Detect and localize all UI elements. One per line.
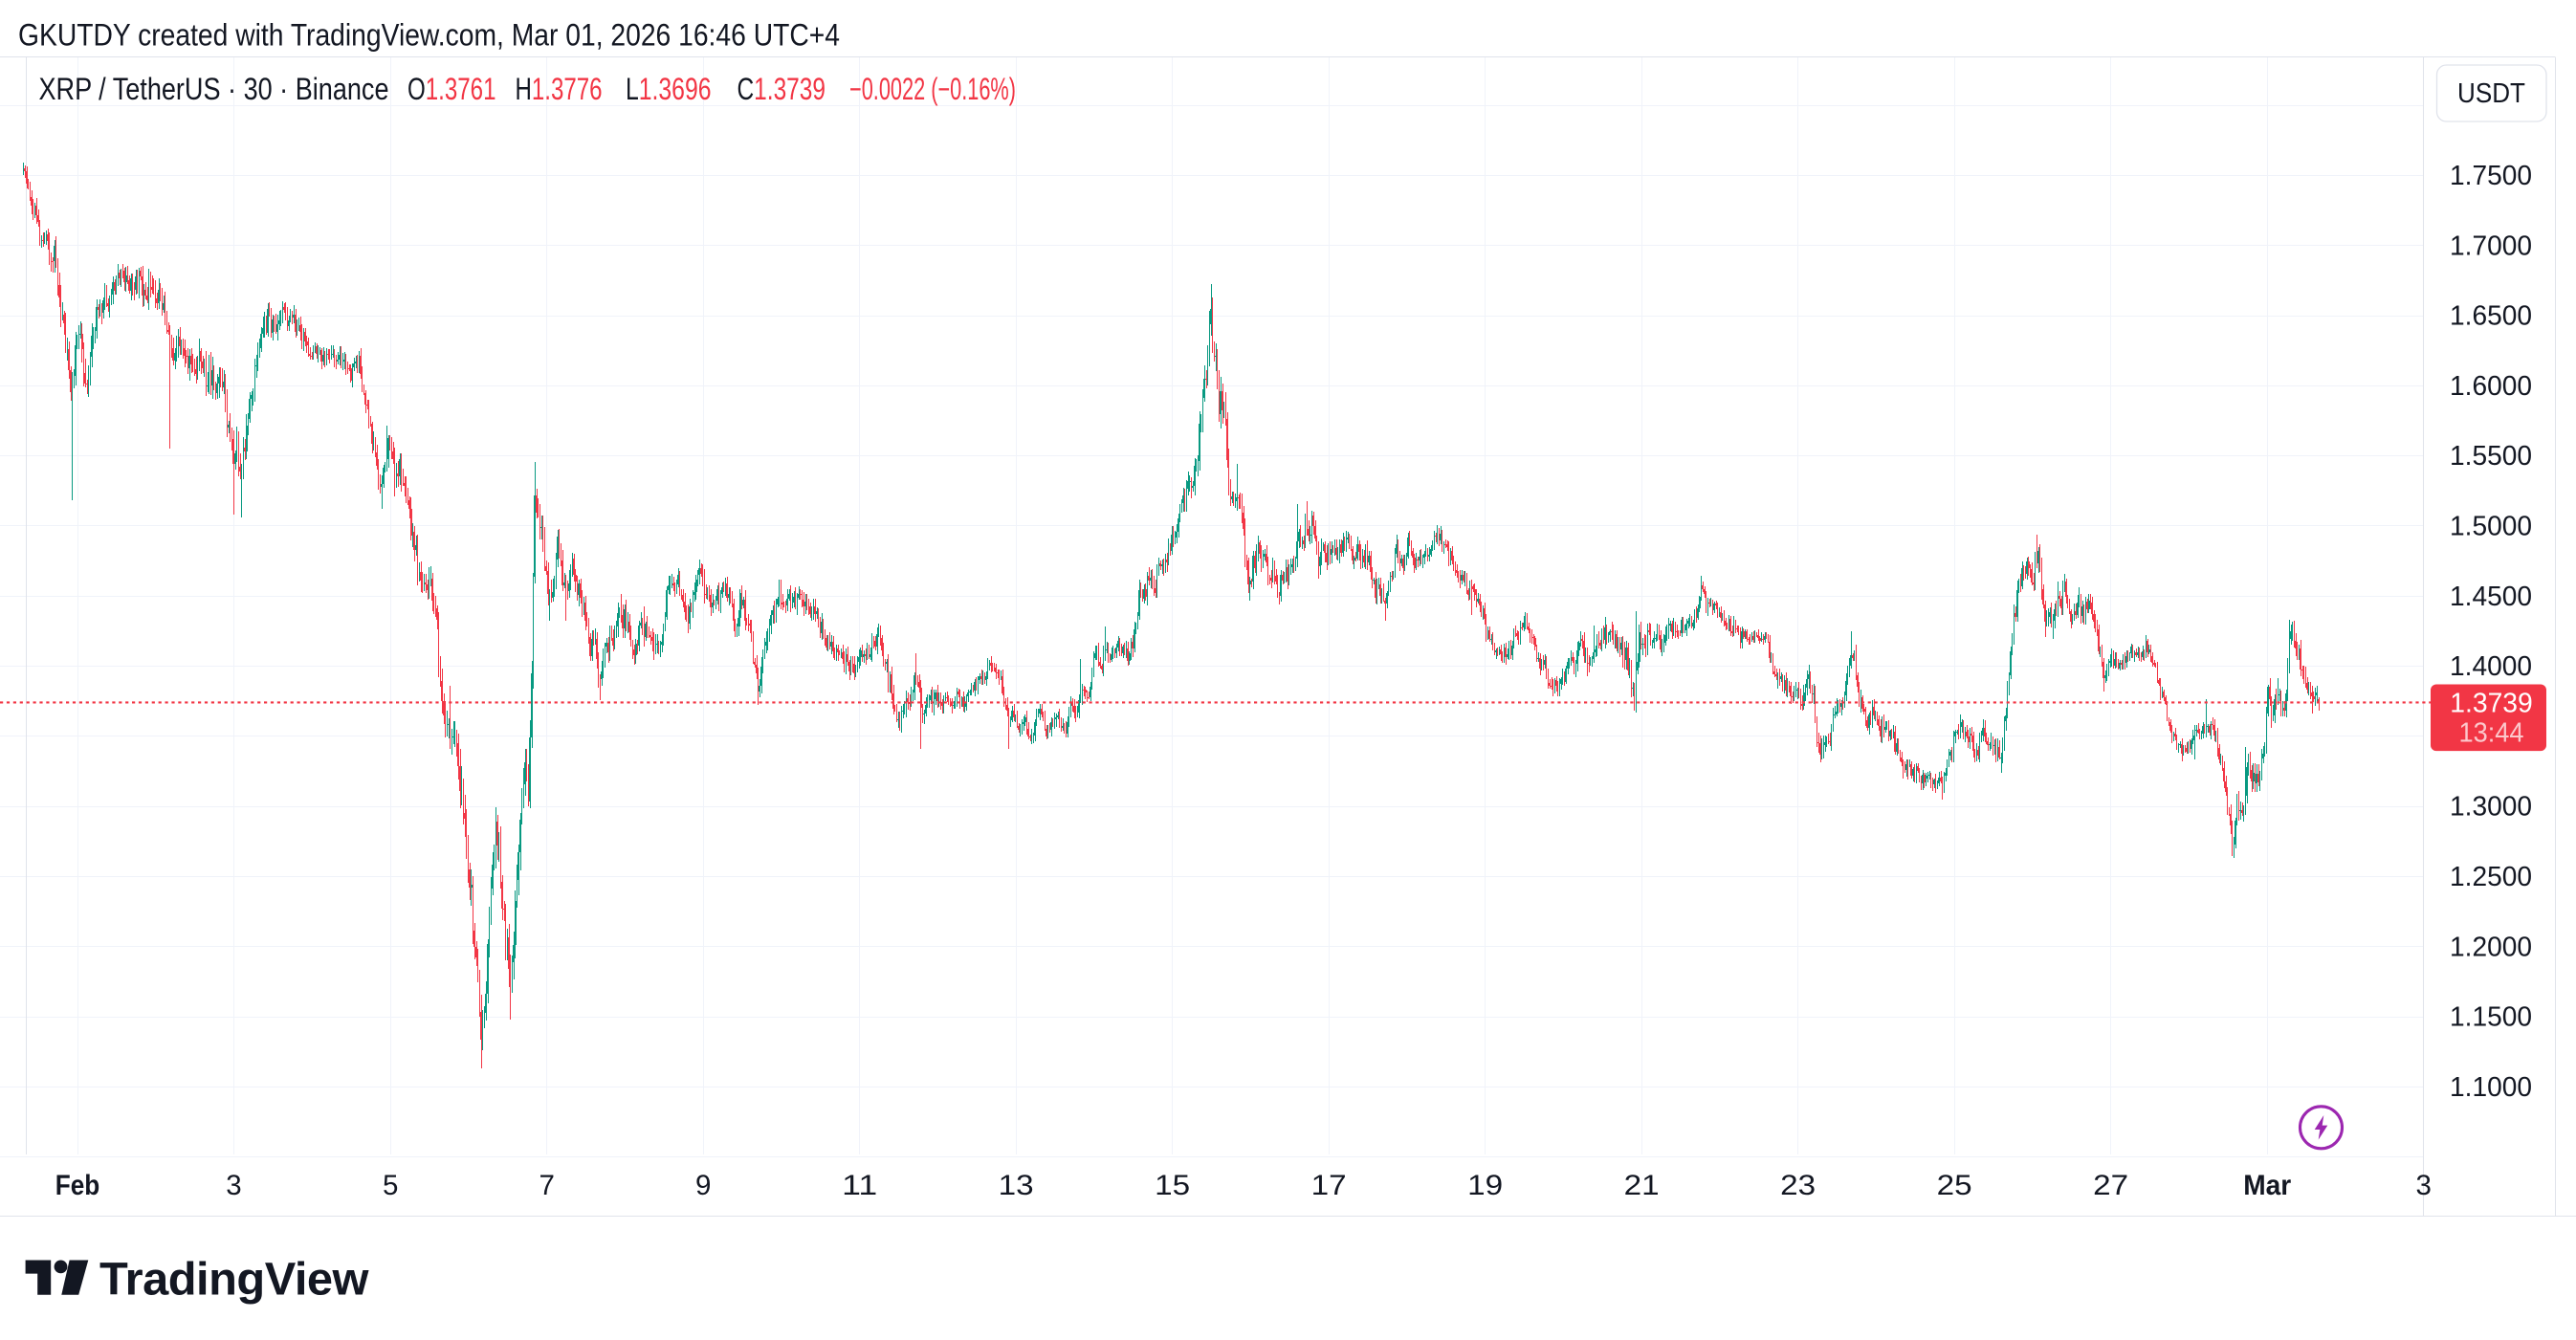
svg-text:13: 13 <box>999 1170 1034 1201</box>
svg-text:3: 3 <box>226 1170 241 1201</box>
svg-text:3: 3 <box>2415 1170 2431 1201</box>
svg-text:GKUTDY created with TradingVie: GKUTDY created with TradingView.com, Mar… <box>18 18 840 53</box>
svg-text:XRP / TetherUS · 30 · Binance: XRP / TetherUS · 30 · Binance <box>39 72 389 106</box>
svg-text:Mar: Mar <box>2243 1170 2291 1201</box>
svg-text:USDT: USDT <box>2457 78 2525 109</box>
svg-text:9: 9 <box>695 1170 711 1201</box>
svg-text:1.6500: 1.6500 <box>2450 301 2532 332</box>
svg-text:19: 19 <box>1467 1170 1503 1201</box>
svg-text:1.2500: 1.2500 <box>2450 862 2532 892</box>
svg-text:1.3739: 1.3739 <box>2450 689 2533 719</box>
svg-text:1.6000: 1.6000 <box>2450 371 2532 402</box>
svg-text:1.1500: 1.1500 <box>2450 1002 2532 1033</box>
svg-text:L1.3696: L1.3696 <box>626 72 712 106</box>
svg-text:1.4500: 1.4500 <box>2450 582 2532 612</box>
svg-text:TradingView: TradingView <box>99 1254 369 1306</box>
svg-text:1.1000: 1.1000 <box>2450 1072 2532 1103</box>
svg-text:7: 7 <box>539 1170 554 1201</box>
svg-text:21: 21 <box>1624 1170 1660 1201</box>
svg-text:H1.3776: H1.3776 <box>516 72 603 106</box>
svg-text:Feb: Feb <box>55 1170 100 1201</box>
svg-text:13:44: 13:44 <box>2459 718 2524 749</box>
svg-text:1.7500: 1.7500 <box>2450 161 2532 191</box>
svg-text:1.3000: 1.3000 <box>2450 792 2532 823</box>
svg-text:5: 5 <box>383 1170 398 1201</box>
svg-text:1.2000: 1.2000 <box>2450 932 2532 962</box>
svg-text:1.5500: 1.5500 <box>2450 441 2532 472</box>
svg-text:17: 17 <box>1311 1170 1347 1201</box>
svg-text:−0.0022 (−0.16%): −0.0022 (−0.16%) <box>849 72 1016 106</box>
svg-text:1.4000: 1.4000 <box>2450 651 2532 682</box>
svg-text:O1.3761: O1.3761 <box>407 72 496 106</box>
svg-text:11: 11 <box>842 1170 877 1201</box>
svg-text:23: 23 <box>1780 1170 1816 1201</box>
svg-text:1.7000: 1.7000 <box>2450 231 2532 261</box>
svg-text:C1.3739: C1.3739 <box>738 72 826 106</box>
svg-text:27: 27 <box>2093 1170 2128 1201</box>
svg-text:1.5000: 1.5000 <box>2450 512 2532 542</box>
svg-text:25: 25 <box>1937 1170 1972 1201</box>
svg-text:15: 15 <box>1155 1170 1190 1201</box>
